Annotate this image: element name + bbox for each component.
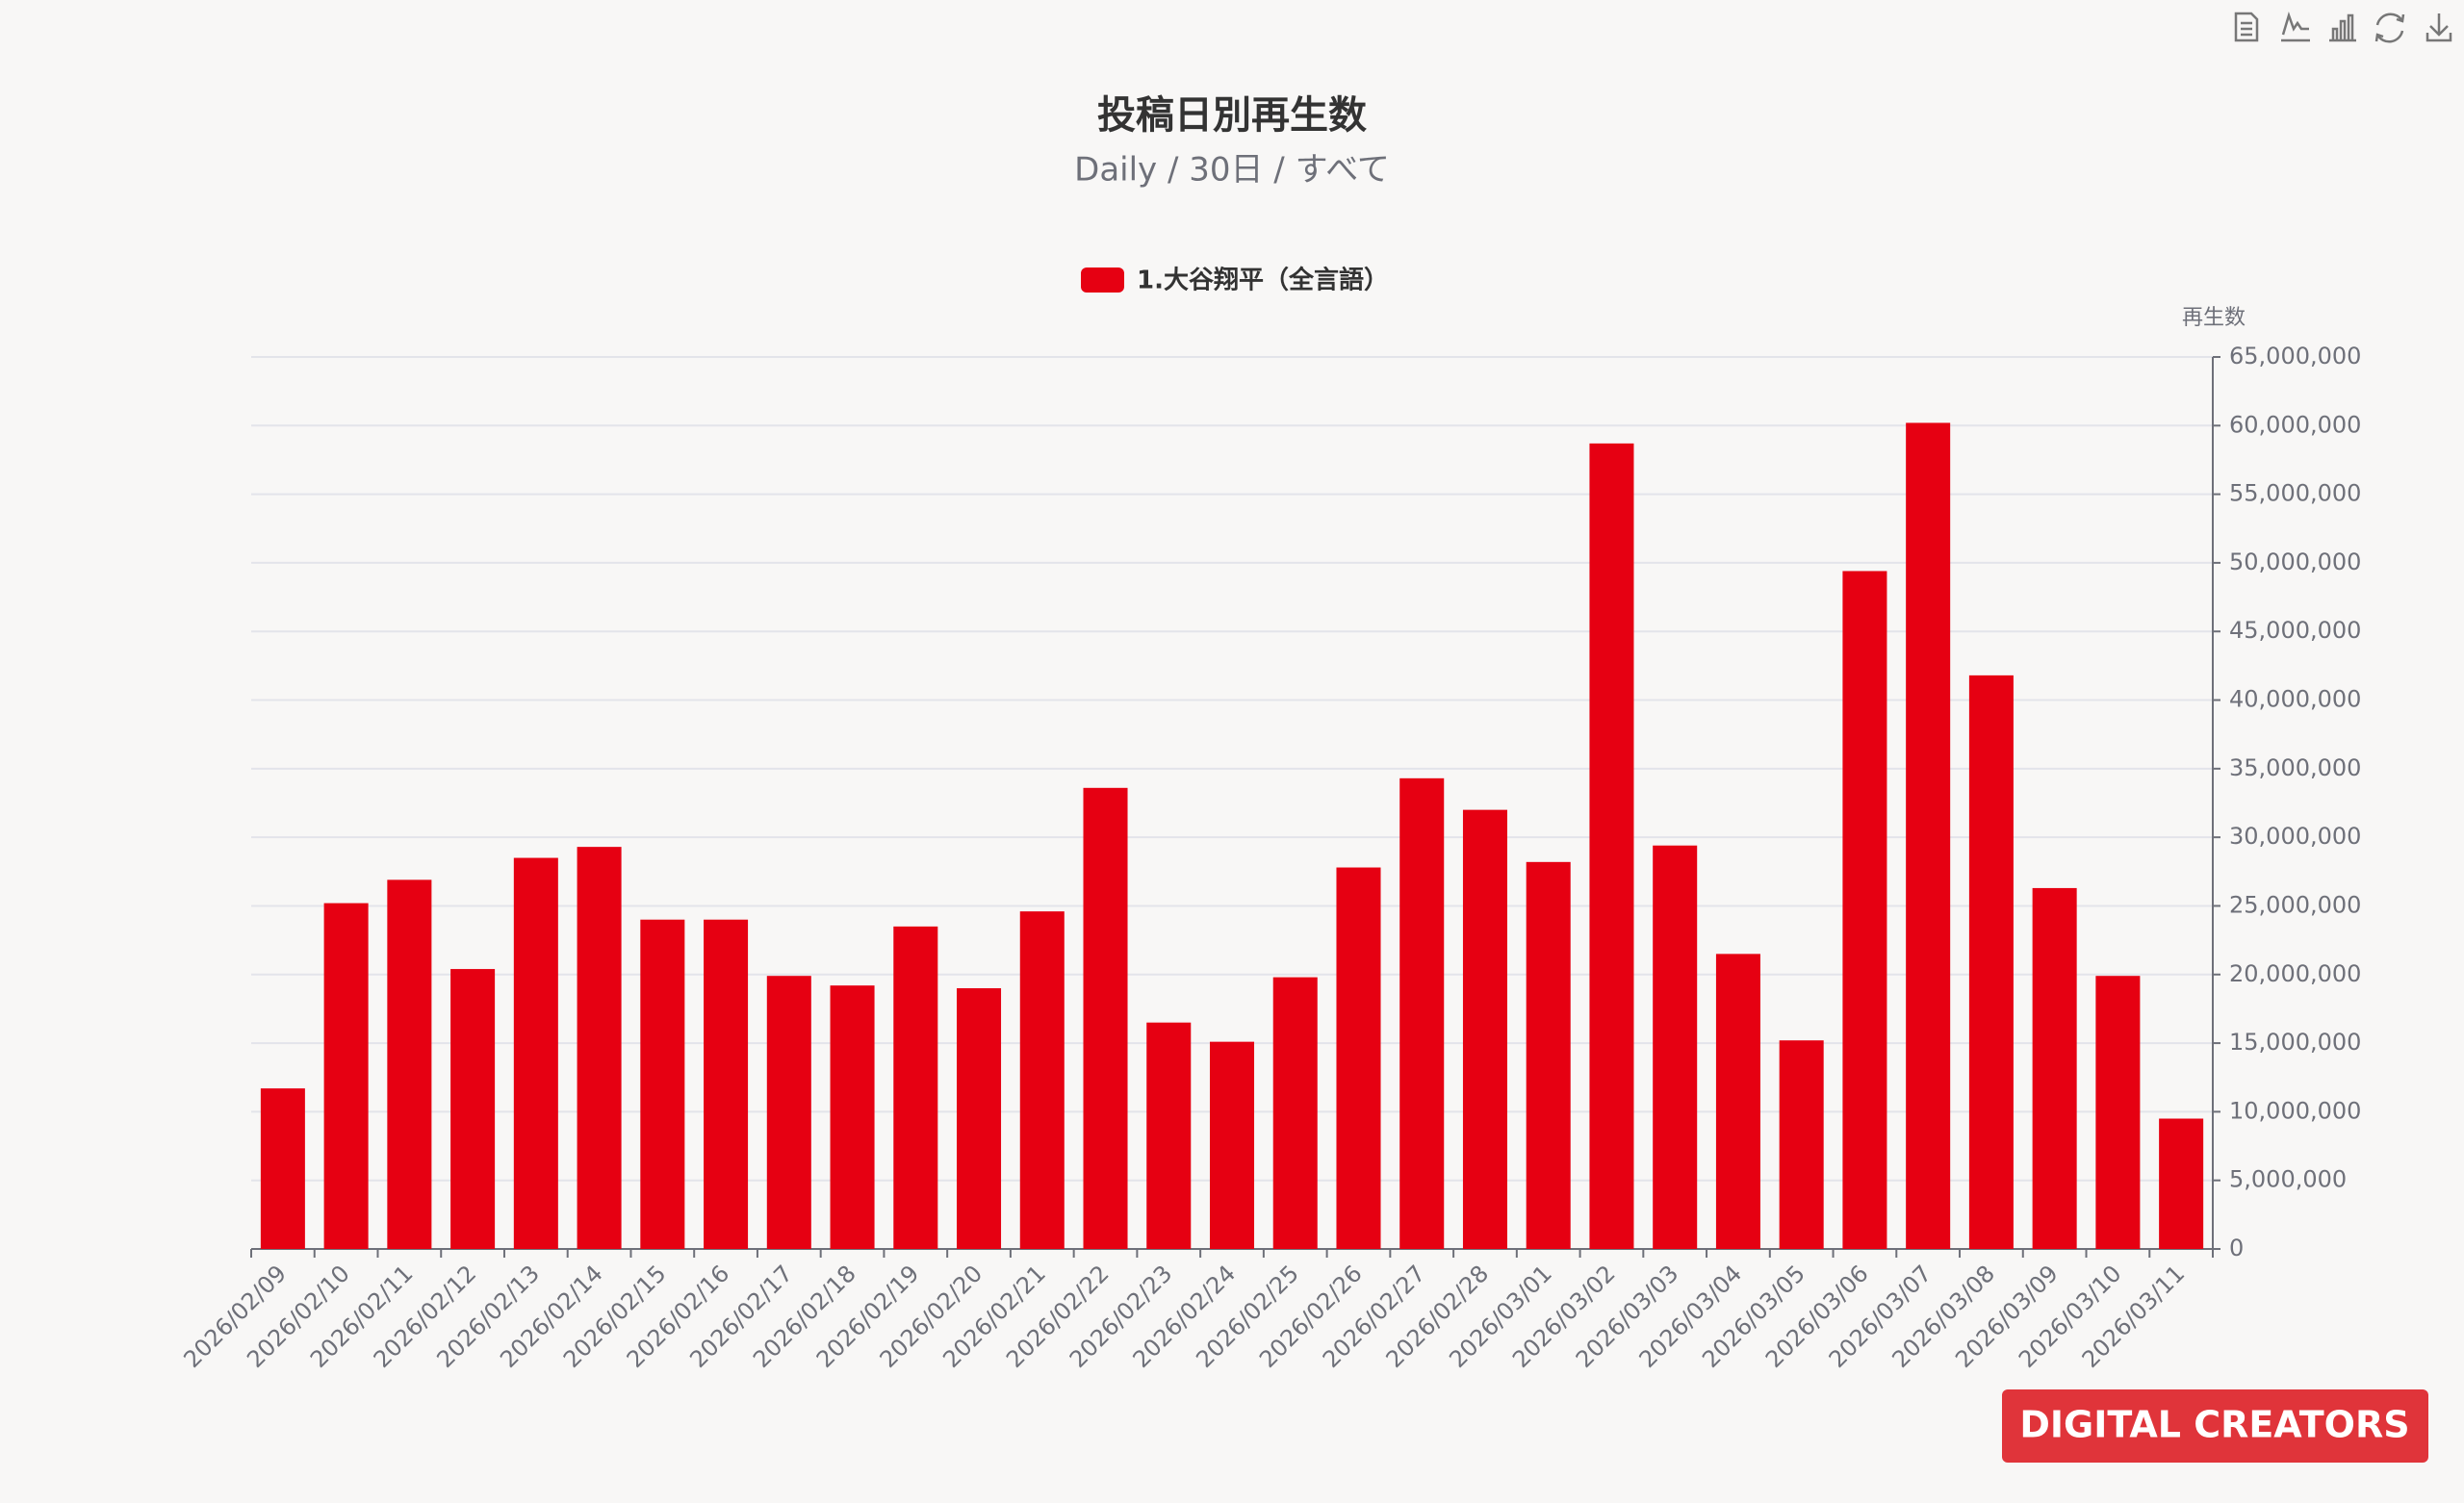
bar <box>1968 675 2014 1249</box>
y-tick-label: 45,000,000 <box>2229 617 2361 644</box>
bar <box>260 1088 305 1249</box>
bar <box>830 985 875 1249</box>
bar <box>1462 809 1507 1249</box>
y-tick-label: 15,000,000 <box>2229 1029 2361 1056</box>
bar-icon[interactable] <box>2329 13 2356 42</box>
line-icon[interactable] <box>2281 11 2310 42</box>
chart-title: 投稿日別再生数 <box>1097 93 1367 138</box>
legend-label: 1.大谷翔平（全言語） <box>1137 266 1389 295</box>
bar <box>1272 977 1318 1249</box>
logo-box <box>2002 1389 2428 1463</box>
toolbar <box>2234 11 2452 43</box>
bar <box>766 976 811 1249</box>
bar <box>957 988 1002 1249</box>
y-tick-label: 50,000,000 <box>2229 548 2361 575</box>
bar <box>1083 787 1128 1249</box>
bar <box>1653 845 1698 1249</box>
bar <box>640 919 685 1249</box>
y-tick-label: 60,000,000 <box>2229 411 2361 438</box>
bar <box>387 879 432 1249</box>
data-view-icon[interactable] <box>2234 12 2259 42</box>
y-tick-label: 20,000,000 <box>2229 960 2361 987</box>
bar <box>323 903 369 1249</box>
y-tick-label: 35,000,000 <box>2229 754 2361 781</box>
bar <box>1019 911 1065 1249</box>
bar <box>2032 887 2077 1249</box>
bar <box>704 919 749 1249</box>
bar <box>1906 422 1951 1249</box>
y-tick-label: 5,000,000 <box>2229 1166 2347 1193</box>
bar <box>1526 861 1571 1249</box>
bar <box>450 969 496 1249</box>
bar <box>1779 1040 1824 1249</box>
logo-text: DIGITAL CREATORS <box>2019 1404 2409 1446</box>
bar <box>1336 867 1381 1249</box>
bar <box>2095 976 2141 1249</box>
y-tick-label: 0 <box>2229 1235 2244 1261</box>
bar <box>1589 443 1634 1250</box>
download-icon[interactable] <box>2426 13 2452 42</box>
y-tick-label: 30,000,000 <box>2229 823 2361 850</box>
y-tick-label: 40,000,000 <box>2229 686 2361 713</box>
bar <box>1146 1022 1192 1249</box>
y-tick-label: 10,000,000 <box>2229 1097 2361 1124</box>
bar <box>577 847 622 1249</box>
bar <box>513 857 558 1249</box>
y-tick-label: 65,000,000 <box>2229 343 2361 369</box>
bar <box>2159 1118 2204 1249</box>
legend-swatch <box>1081 267 1124 293</box>
bar <box>893 926 938 1249</box>
restore-icon[interactable] <box>2374 13 2405 43</box>
bar <box>1209 1041 1255 1249</box>
y-tick-label: 55,000,000 <box>2229 480 2361 507</box>
bar <box>1842 571 1887 1249</box>
y-tick-label: 25,000,000 <box>2229 891 2361 918</box>
bar <box>1399 777 1445 1249</box>
bar <box>1715 954 1760 1249</box>
y-axis-label: 再生数 <box>2182 306 2246 330</box>
chart-subtitle: Daily / 30日 / すべて <box>1074 151 1390 190</box>
